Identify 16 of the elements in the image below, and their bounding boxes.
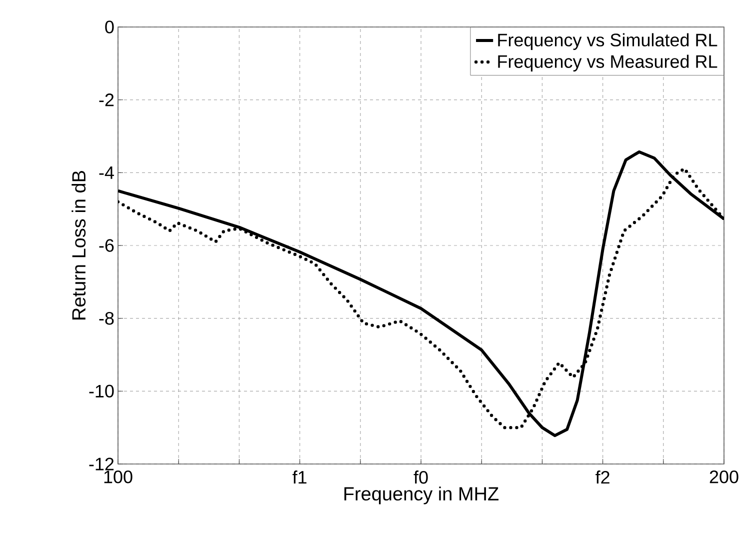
y-tick-label: -6 xyxy=(99,239,114,252)
y-tick-label: -10 xyxy=(89,384,114,398)
y-tick-label: -4 xyxy=(99,166,114,179)
x-tick-label: f2 xyxy=(596,470,610,484)
y-tick-label: -2 xyxy=(99,94,114,106)
x-tick-label: 200 xyxy=(710,470,738,484)
x-tick-label: f0 xyxy=(414,470,428,484)
legend-label: Frequency vs Measured RL xyxy=(498,54,718,72)
y-axis-title: Return Loss in dB xyxy=(72,171,86,320)
legend-label: Frequency vs Simulated RL xyxy=(498,33,718,50)
x-axis-title: Frequency in MHZ xyxy=(344,486,498,504)
y-tick-label: 0 xyxy=(105,20,114,34)
y-tick-label: -12 xyxy=(89,458,114,470)
x-tick-label: f1 xyxy=(292,470,306,484)
x-tick-label: 100 xyxy=(104,470,132,484)
y-tick-label: -8 xyxy=(99,312,114,325)
